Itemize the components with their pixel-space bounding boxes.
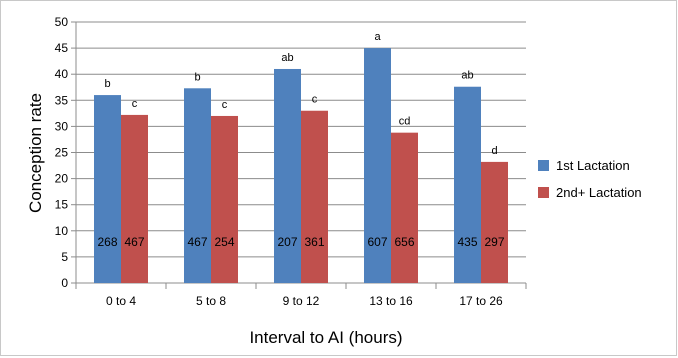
significance-label-second-2: c	[312, 94, 318, 106]
bar-first-lactation-2	[274, 68, 301, 283]
legend-label-1: 2nd+ Lactation	[556, 185, 642, 200]
significance-label-first-2: ab	[281, 52, 293, 64]
y-tick-label-20: 20	[55, 172, 69, 186]
count-label-second-3: 656	[394, 235, 414, 249]
bar-second-lactation-2	[301, 110, 328, 284]
labels-layer: 0 to 4 b 268 c 467 5 to 8 b 467 c 254 9 to 12 ab 207…	[97, 31, 504, 308]
y-tick-label-5: 5	[61, 250, 68, 264]
count-label-first-0: 268	[97, 235, 117, 249]
bar-second-lactation-1	[211, 115, 238, 284]
significance-label-second-0: c	[132, 98, 138, 110]
y-tick-label-50: 50	[55, 15, 69, 29]
bar-second-lactation-4	[481, 161, 508, 283]
y-tick-label-40: 40	[55, 67, 69, 81]
significance-label-second-3: cd	[399, 116, 411, 128]
legend-swatch-0	[538, 160, 549, 171]
count-label-second-0: 467	[124, 235, 144, 249]
bar-first-lactation-4	[454, 86, 481, 283]
count-label-second-1: 254	[214, 235, 234, 249]
x-tick-label-3: 13 to 16	[369, 294, 413, 308]
x-axis-title: Interval to AI (hours)	[249, 328, 402, 347]
significance-label-first-1: b	[194, 71, 200, 83]
bar-first-lactation-3	[364, 48, 391, 283]
x-tick-label-2: 9 to 12	[283, 294, 320, 308]
y-tick-label-35: 35	[55, 93, 69, 107]
bar-second-lactation-3	[391, 132, 418, 283]
bars-layer	[94, 48, 508, 284]
count-label-first-1: 467	[187, 235, 207, 249]
significance-label-first-3: a	[374, 31, 381, 43]
significance-label-second-1: c	[222, 99, 228, 111]
bar-second-lactation-0	[121, 114, 148, 283]
x-tick-label-1: 5 to 8	[196, 294, 226, 308]
y-axis-title: Conception rate	[26, 93, 45, 213]
significance-label-first-0: b	[104, 78, 110, 90]
count-label-first-3: 607	[367, 235, 387, 249]
x-tick-label-4: 17 to 26	[459, 294, 503, 308]
count-label-second-4: 297	[484, 235, 504, 249]
x-tick-label-0: 0 to 4	[106, 294, 136, 308]
count-label-second-2: 361	[304, 235, 324, 249]
bar-first-lactation-1	[184, 88, 211, 283]
y-tick-label-0: 0	[61, 276, 68, 290]
y-tick-label-30: 30	[55, 119, 69, 133]
count-label-first-4: 435	[457, 235, 477, 249]
y-tick-label-10: 10	[55, 224, 69, 238]
bar-first-lactation-0	[94, 95, 121, 283]
legend: 1st Lactation 2nd+ Lactation	[538, 158, 642, 200]
y-tick-label-45: 45	[55, 41, 69, 55]
count-label-first-2: 207	[277, 235, 297, 249]
legend-label-0: 1st Lactation	[556, 158, 630, 173]
y-tick-label-15: 15	[55, 198, 69, 212]
significance-label-second-4: d	[491, 145, 497, 157]
significance-label-first-4: ab	[461, 70, 473, 82]
y-tick-label-25: 25	[55, 146, 69, 160]
legend-swatch-1	[538, 187, 549, 198]
